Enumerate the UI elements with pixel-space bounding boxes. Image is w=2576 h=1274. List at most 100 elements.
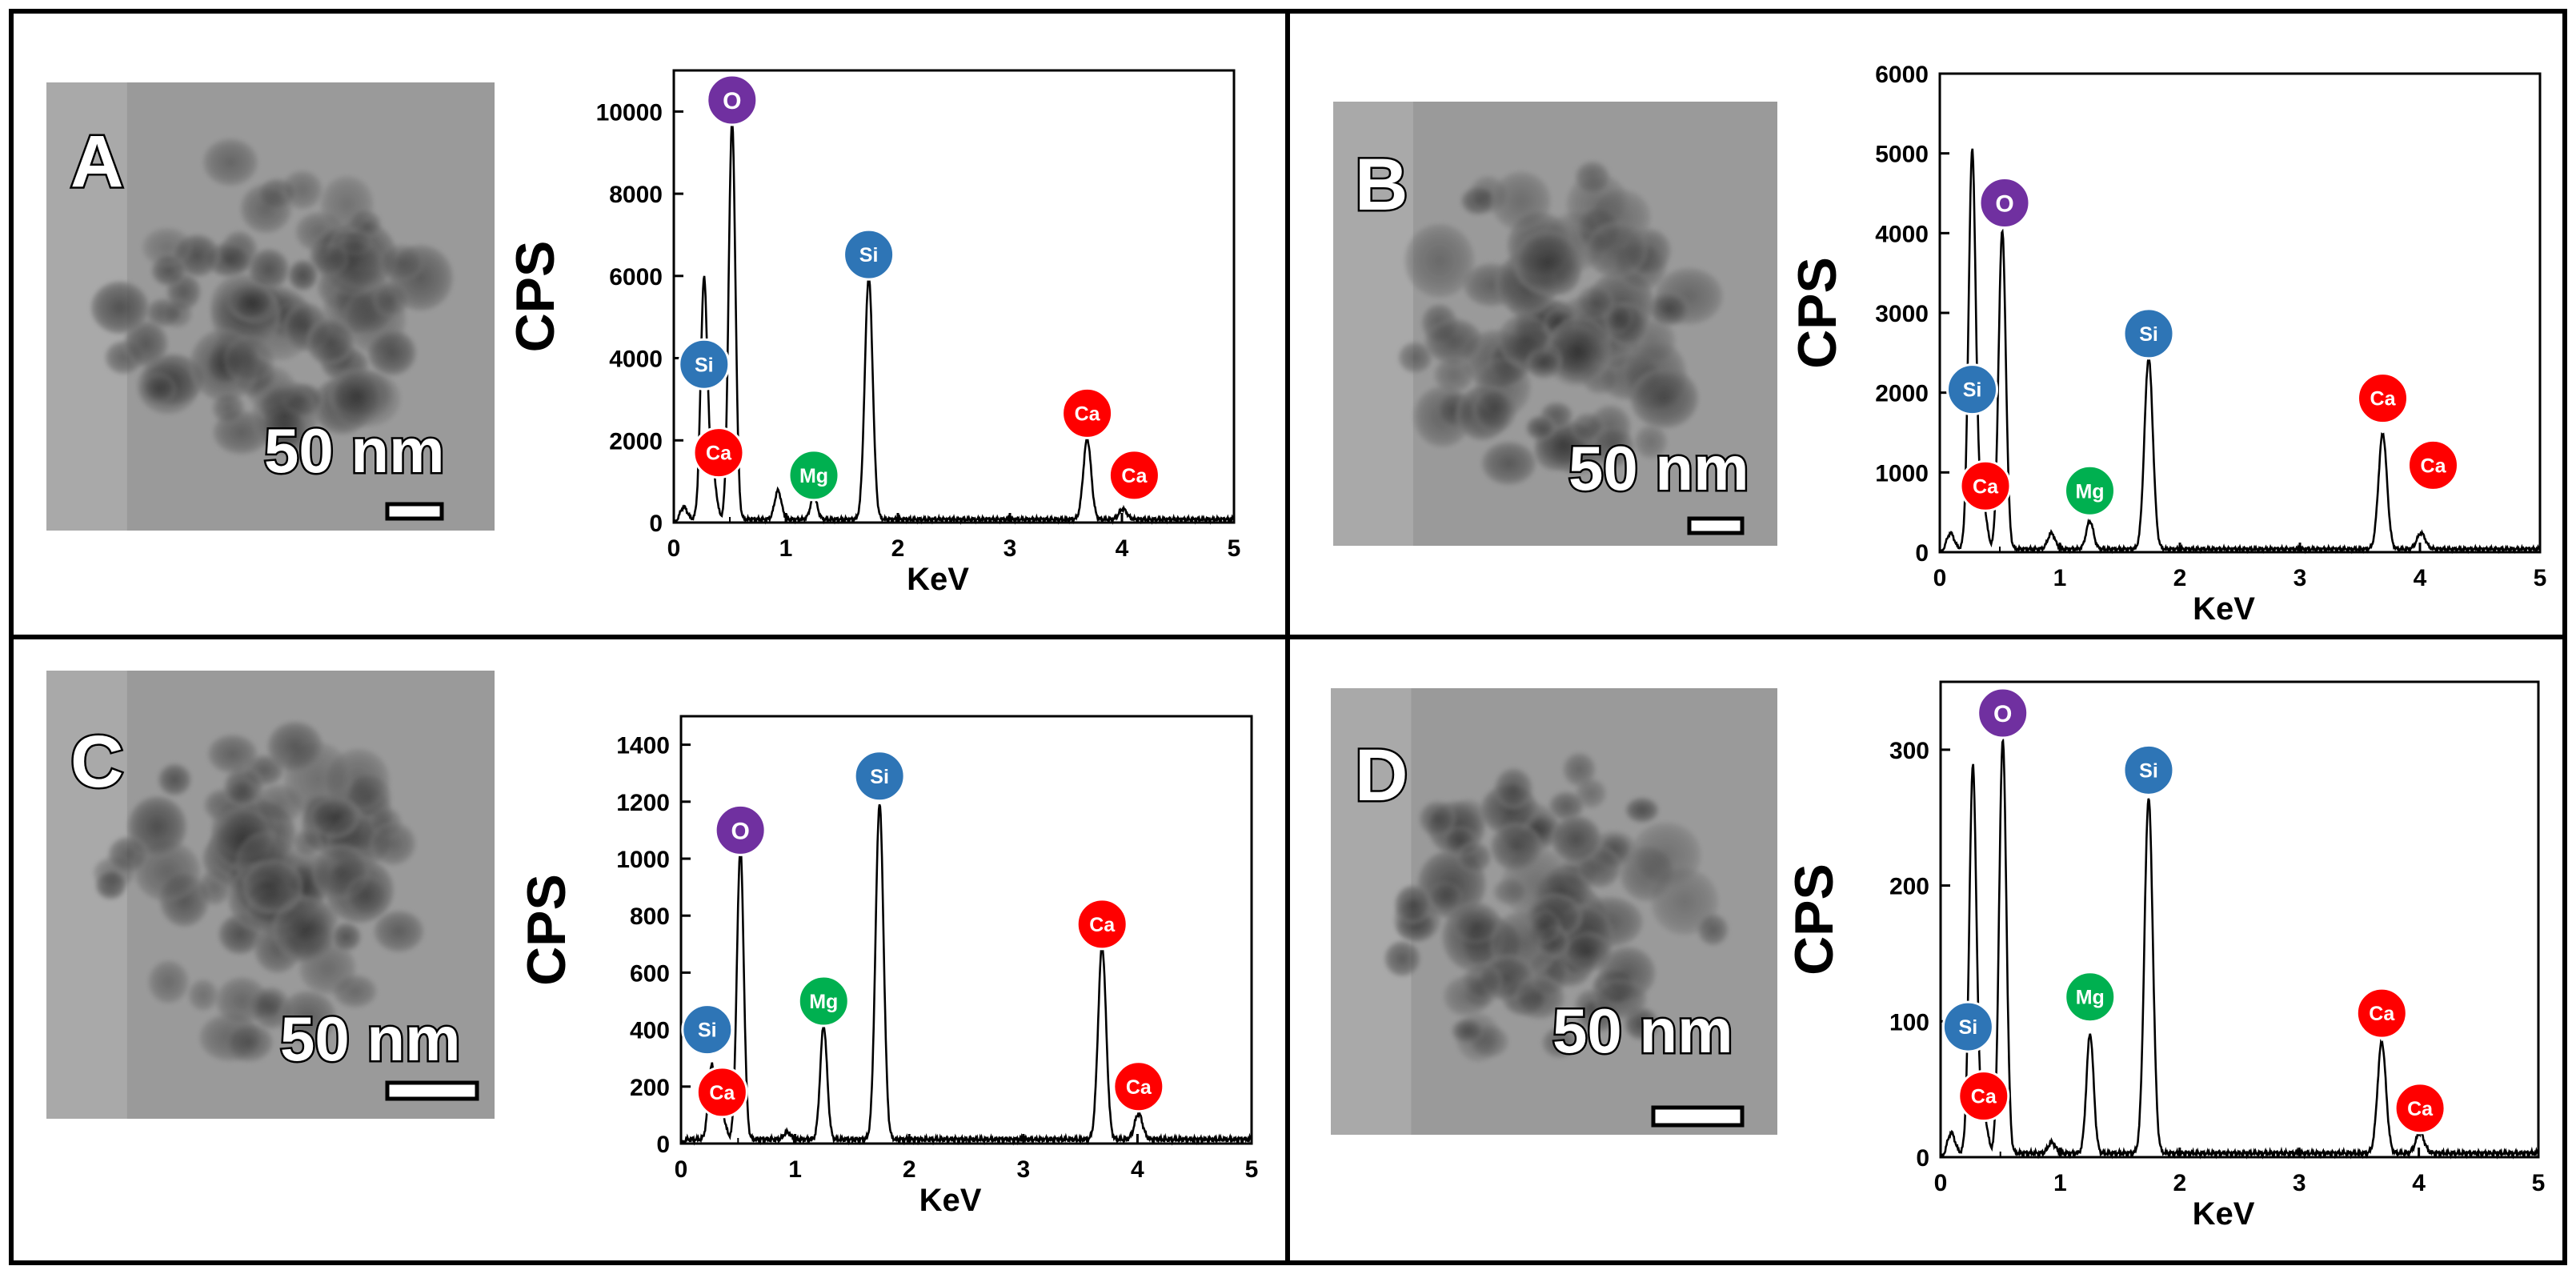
y-tick-label: 200 (630, 1075, 670, 1101)
element-label-ca: Ca (1959, 459, 2012, 512)
nanoparticle (378, 244, 424, 281)
element-symbol: Ca (1075, 403, 1101, 425)
element-marker (1076, 898, 1128, 951)
nanoparticle (124, 320, 168, 367)
panel-d: D 50 nm 0 1 2 3 4 5 0 100 200 300 KeV CPS O Si Ca Mg Si Ca C… (1331, 680, 2545, 1232)
element-marker (2064, 464, 2116, 517)
y-tick-label: 2000 (1875, 381, 1929, 407)
y-tick-label: 0 (649, 511, 663, 537)
element-marker (1108, 449, 1160, 502)
spectrum-line (673, 118, 1235, 526)
nanoparticle (225, 779, 258, 807)
element-symbol: Ca (2407, 1098, 2434, 1120)
element-label-si: Si (678, 338, 731, 391)
nanoparticle (1404, 223, 1475, 298)
x-tick-label: 1 (788, 1156, 802, 1183)
y-tick-label: 6000 (609, 264, 663, 290)
element-marker (797, 975, 850, 1028)
nanoparticle (1585, 222, 1649, 278)
nanoparticle (373, 282, 409, 318)
nanoparticle (1526, 348, 1561, 379)
element-label-ca: Ca (1061, 387, 1114, 439)
element-label-ca: Ca (2394, 1082, 2446, 1135)
element-symbol: Si (1959, 1016, 1978, 1039)
nanoparticle (1576, 778, 1607, 808)
x-tick-label: 0 (1934, 1170, 1948, 1196)
nanoparticle (1563, 752, 1596, 787)
nanoparticle (226, 282, 275, 322)
nanoparticle (288, 260, 318, 290)
element-label-o: O (1978, 176, 2031, 229)
nanoparticle (1424, 318, 1483, 364)
nanoparticle (1562, 931, 1613, 972)
element-symbol: O (723, 88, 741, 114)
element-label-o: O (1977, 687, 2029, 739)
tem-micrograph (46, 82, 495, 531)
support-film (1333, 102, 1413, 546)
nanoparticle (1576, 286, 1614, 320)
nanoparticle (1630, 367, 1698, 428)
panel-letter: C (70, 721, 123, 803)
nanoparticle (306, 318, 354, 365)
element-symbol: Ca (2370, 388, 2397, 411)
nanoparticle (108, 836, 148, 873)
scale-bar (385, 1080, 479, 1101)
x-tick-label: 4 (1131, 1156, 1144, 1183)
nanoparticle (1631, 822, 1701, 888)
element-label-ca: Ca (2407, 439, 2459, 491)
x-tick-label: 4 (2412, 1170, 2426, 1196)
nanoparticle (240, 184, 292, 234)
y-axis-label: CPS (1787, 257, 1848, 369)
nanoparticle (1481, 442, 1536, 485)
nanoparticle (158, 763, 191, 795)
y-tick-label: 100 (1889, 1009, 1929, 1036)
nanoparticle-cluster (1398, 161, 1723, 485)
element-marker (714, 803, 767, 856)
plot-frame (679, 715, 1253, 1145)
element-marker (1959, 459, 2012, 512)
scale-bar (1651, 1105, 1745, 1128)
x-tick-label: 4 (1116, 535, 1129, 562)
y-axis-label: CPS (516, 874, 577, 986)
eds-spectrum-chart: 0 1 2 3 4 5 0 2000 4000 6000 8000 10000 KeV CPS O Si Ca M… (505, 69, 1240, 597)
element-marker (1957, 1070, 2010, 1123)
y-tick-label: 3000 (1875, 301, 1929, 327)
element-label-si: Si (681, 1004, 734, 1056)
nanoparticle (212, 392, 244, 423)
nanoparticle (1462, 963, 1503, 1000)
panel-c: C 50 nm 0 1 2 3 4 5 0 200 400 600 800 1000 1200 1400 KeV… (46, 671, 1258, 1218)
nanoparticle (1395, 885, 1432, 924)
nanoparticle (1697, 914, 1729, 946)
eds-spectrum-chart: 0 1 2 3 4 5 0 100 200 300 KeV CPS O Si Ca Mg Si Ca Ca (1784, 680, 2545, 1232)
element-symbol: Ca (1973, 475, 1999, 498)
nanoparticle (1495, 768, 1532, 810)
nanoparticle (1625, 797, 1659, 823)
nanoparticle (267, 721, 323, 772)
element-symbol: Ca (1971, 1086, 1997, 1108)
element-marker (1946, 363, 1998, 416)
x-tick-label: 2 (891, 535, 905, 562)
nanoparticle (1551, 815, 1601, 863)
y-tick-label: 10000 (596, 99, 663, 126)
element-symbol: Si (2139, 323, 2158, 346)
y-tick-label: 600 (630, 960, 670, 987)
y-tick-label: 6000 (1875, 62, 1929, 88)
eds-spectrum-chart: 0 1 2 3 4 5 0 200 400 600 800 1000 1200 1400 KeV CPS O Si… (516, 715, 1258, 1218)
y-tick-label: 1000 (1875, 460, 1929, 487)
y-tick-label: 1400 (616, 733, 670, 759)
element-label-ca: Ca (1076, 898, 1128, 951)
nanoparticle (1566, 174, 1629, 235)
element-symbol: Si (870, 766, 889, 788)
nanoparticle (223, 335, 274, 384)
element-label-ca: Ca (692, 427, 745, 479)
nanoparticle (134, 841, 201, 902)
scale-bar (1687, 516, 1745, 535)
element-label-si: Si (2122, 307, 2175, 360)
element-marker (2355, 987, 2408, 1040)
tem-micrograph (46, 671, 495, 1119)
y-tick-label: 1200 (616, 790, 670, 816)
nanoparticle (1592, 426, 1634, 467)
x-tick-label: 0 (667, 535, 681, 562)
element-symbol: Ca (706, 443, 732, 465)
element-marker (1112, 1060, 1165, 1113)
